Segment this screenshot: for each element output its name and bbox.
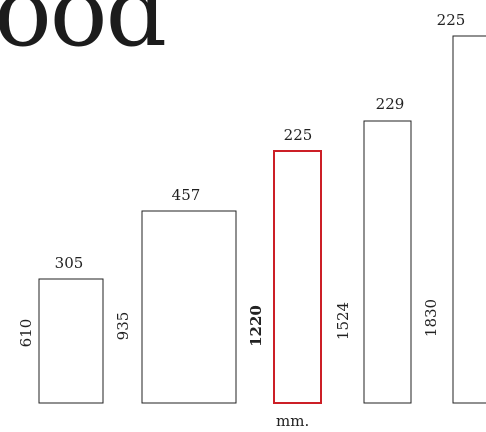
panel-4-width-label: 229 [376, 95, 405, 113]
panel-3-rect [273, 150, 322, 404]
panel-3-width-label: 225 [284, 126, 313, 144]
page-title: ood [0, 0, 167, 68]
panel-4-rect [363, 120, 412, 404]
panel-4: 229 1524 [334, 95, 412, 404]
panel-2-height-label: 935 [114, 312, 132, 341]
panel-5-width-label: 225 [437, 11, 466, 29]
panel-1-rect [38, 278, 104, 404]
panel-5: 225 1830 [422, 11, 486, 404]
panel-4-height-label: 1524 [334, 302, 352, 340]
panel-3: 225 1220 [247, 126, 322, 404]
panel-1: 305 610 [17, 254, 104, 404]
panel-2: 457 935 [114, 186, 237, 404]
unit-label: mm. [276, 412, 310, 430]
panel-3-height-label: 1220 [247, 305, 265, 347]
panel-2-width-label: 457 [172, 186, 201, 204]
panel-1-height-label: 610 [17, 319, 35, 348]
panel-1-width-label: 305 [55, 254, 84, 272]
panel-5-rect [452, 35, 486, 404]
panel-2-rect [141, 210, 237, 404]
panel-5-height-label: 1830 [422, 299, 440, 337]
